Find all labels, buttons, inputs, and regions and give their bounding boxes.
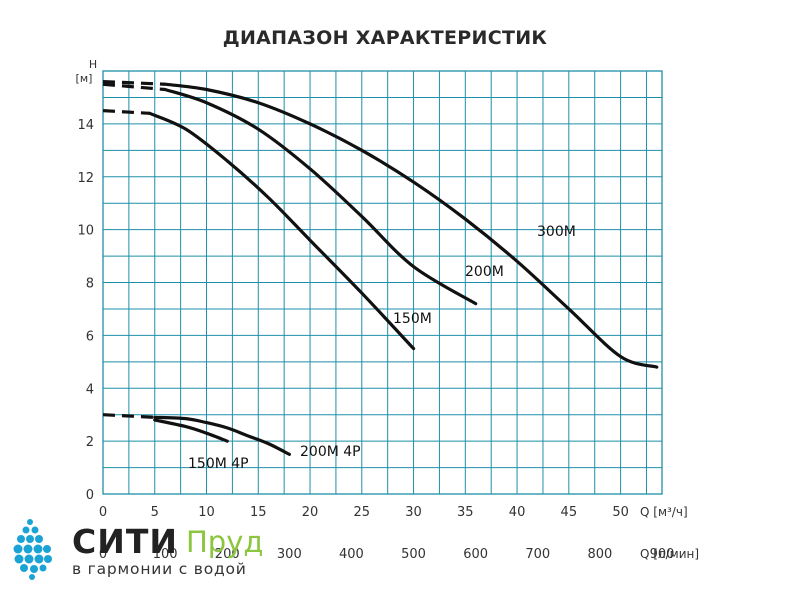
drop-logo-icon: [13, 519, 52, 580]
y-axis-label: H: [89, 58, 97, 71]
brand-name-main: СИТИ: [72, 522, 178, 561]
series-line-200m: [163, 87, 478, 306]
x2-tick-label: 200: [215, 547, 240, 562]
x2-tick-label: 400: [339, 547, 364, 562]
x-axis-label: Q [м³/ч]: [640, 505, 688, 519]
y-tick-label: 10: [77, 224, 94, 239]
series-dashed-200m: [102, 82, 166, 92]
y-tick-label: 14: [77, 118, 94, 133]
y-tick-label: 4: [86, 382, 94, 397]
series-label-200m: 200M: [465, 264, 504, 280]
x2-tick-label: 800: [587, 547, 612, 562]
x2-tick-label: 300: [277, 547, 302, 562]
series-label-200m-4p: 200M 4P: [300, 444, 361, 460]
x2-tick-label: 500: [401, 547, 426, 562]
series-line-150m: [147, 111, 416, 351]
x-tick-label: 15: [250, 505, 267, 520]
brand-tagline: в гармонии с водой: [72, 560, 247, 578]
y-tick-label: 2: [86, 435, 94, 450]
x2-axis-label: Q [л/мин]: [640, 547, 699, 561]
y-tick-label: 12: [77, 171, 94, 186]
series-dashed-150m: [102, 109, 150, 115]
x2-tick-label: 100: [153, 547, 178, 562]
series-label-150m-4p: 150M 4P: [188, 456, 249, 472]
y-tick-label: 0: [86, 488, 94, 503]
chart-title: ДИАПАЗОН ХАРАКТЕРИСТИК: [222, 27, 548, 49]
brand-name-accent: Пруд: [186, 525, 264, 559]
x-tick-label: 20: [302, 505, 319, 520]
x-tick-label: 35: [457, 505, 474, 520]
series-dashed-300m: [102, 79, 166, 86]
series-line-150m-4p: [153, 418, 229, 443]
x-tick-label: 45: [561, 505, 578, 520]
x-tick-label: 50: [612, 505, 629, 520]
y-tick-label: 8: [86, 277, 94, 292]
x2-tick-label: 900: [650, 547, 675, 562]
x-tick-label: 0: [99, 505, 107, 520]
grid: [102, 70, 663, 495]
x-tick-label: 25: [354, 505, 371, 520]
x-tick-label: 40: [509, 505, 526, 520]
series-line-300m: [163, 82, 659, 369]
series-label-150m: 150M: [393, 311, 432, 327]
series-line-200m-4p: [153, 415, 291, 456]
y-tick-label: 6: [86, 329, 94, 344]
x2-tick-label: 600: [463, 547, 488, 562]
x-tick-label: 30: [405, 505, 422, 520]
x2-tick-label: 700: [525, 547, 550, 562]
series-group: [102, 79, 659, 456]
series-dashed-200m-4p: [102, 413, 155, 419]
x-tick-label: 5: [151, 505, 159, 520]
x-tick-label: 10: [198, 505, 215, 520]
y-axis-unit: [м]: [76, 72, 93, 85]
x2-tick-label: 0: [99, 547, 107, 562]
labels-group: 300M 200M 150M 200M 4P 150M 4P: [188, 224, 576, 472]
plot-frame: [102, 70, 663, 495]
series-label-300m: 300M: [537, 224, 576, 240]
